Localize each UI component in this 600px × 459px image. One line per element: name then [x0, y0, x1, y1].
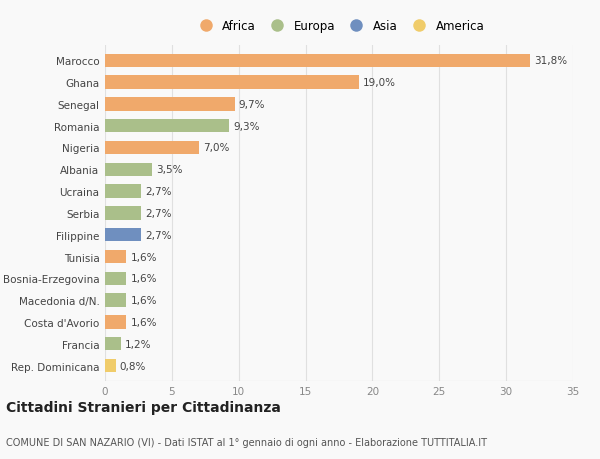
- Bar: [105, 141, 199, 155]
- Text: 2,7%: 2,7%: [145, 230, 172, 240]
- Bar: [105, 76, 359, 90]
- Text: 19,0%: 19,0%: [363, 78, 396, 88]
- Bar: [105, 54, 530, 68]
- Text: 2,7%: 2,7%: [145, 208, 172, 218]
- Text: 1,6%: 1,6%: [130, 296, 157, 305]
- Text: Cittadini Stranieri per Cittadinanza: Cittadini Stranieri per Cittadinanza: [6, 400, 281, 414]
- Text: 9,3%: 9,3%: [233, 122, 260, 131]
- Bar: [105, 294, 127, 307]
- Bar: [105, 229, 141, 242]
- Text: 0,8%: 0,8%: [120, 361, 146, 371]
- Text: 1,6%: 1,6%: [130, 252, 157, 262]
- Bar: [105, 272, 127, 285]
- Text: 7,0%: 7,0%: [203, 143, 229, 153]
- Text: 1,6%: 1,6%: [130, 274, 157, 284]
- Text: 3,5%: 3,5%: [156, 165, 182, 175]
- Bar: [105, 163, 152, 177]
- Text: 1,6%: 1,6%: [130, 317, 157, 327]
- Bar: [105, 98, 235, 112]
- Bar: [105, 359, 116, 373]
- Bar: [105, 337, 121, 351]
- Legend: Africa, Europa, Asia, America: Africa, Europa, Asia, America: [190, 17, 488, 37]
- Text: COMUNE DI SAN NAZARIO (VI) - Dati ISTAT al 1° gennaio di ogni anno - Elaborazion: COMUNE DI SAN NAZARIO (VI) - Dati ISTAT …: [6, 437, 487, 447]
- Bar: [105, 120, 229, 133]
- Bar: [105, 185, 141, 198]
- Bar: [105, 315, 127, 329]
- Text: 9,7%: 9,7%: [239, 100, 265, 110]
- Text: 2,7%: 2,7%: [145, 187, 172, 196]
- Text: 31,8%: 31,8%: [534, 56, 568, 66]
- Text: 1,2%: 1,2%: [125, 339, 152, 349]
- Bar: [105, 207, 141, 220]
- Bar: [105, 250, 127, 263]
